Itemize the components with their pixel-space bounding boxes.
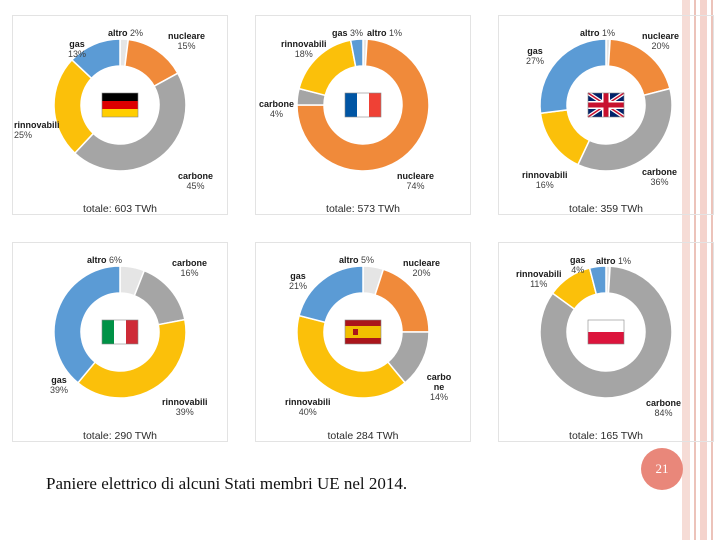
chart-frame: [255, 15, 471, 215]
label-rinnovabili: rinnovabili 11%: [516, 269, 562, 289]
label-carbone: carbone 45%: [178, 171, 214, 191]
page-number-badge: 21: [641, 448, 683, 490]
label-nucleare: nucleare 15%: [168, 31, 206, 51]
label-carbone: carbone 4%: [259, 99, 295, 119]
label-gas: gas 13%: [68, 39, 87, 59]
label-altro: altro 1%: [367, 28, 403, 38]
slide-caption: Paniere elettrico di alcuni Stati membri…: [46, 474, 408, 493]
italy-flag: [101, 319, 139, 345]
chart-uk: altro 1% nucleare 20% gas 27% carbone 36% r…: [498, 15, 714, 215]
label-carbone: carbone 84%: [646, 398, 682, 418]
donut-chart: [498, 15, 714, 215]
label-rinnovabili: rinnovabili 18%: [281, 39, 327, 59]
label-gas: gas 39%: [50, 375, 69, 395]
germany-flag: [101, 92, 139, 118]
uk-flag: [586, 91, 626, 119]
slice-rinnovabili: [296, 314, 407, 399]
slice-carbone: [539, 265, 673, 399]
chart-frame: [12, 15, 228, 215]
poland-flag: [587, 319, 625, 345]
chart-italy: altro 6% carbone 16% gas 39% rinnovabili 39…: [12, 242, 228, 442]
label-rinnovabili: rinnovabili 16%: [522, 170, 568, 190]
spain-flag: [344, 319, 382, 345]
slice-gas: [588, 265, 607, 296]
france-flag: [344, 92, 382, 118]
total-label: totale: 165 TWh: [569, 430, 643, 442]
total-label: totale: 359 TWh: [569, 203, 643, 215]
slide-border-decoration: [682, 0, 713, 540]
label-gas: gas 3%: [332, 28, 364, 38]
label-altro: altro 6%: [87, 255, 123, 265]
slice-gas: [349, 38, 364, 68]
label-altro: altro 1%: [580, 28, 616, 38]
label-nucleare: nucleare 20%: [642, 31, 680, 51]
chart-frame: [498, 242, 714, 442]
slice-gas: [298, 265, 364, 324]
total-label: totale 284 TWh: [327, 430, 399, 442]
label-gas: gas 27%: [526, 46, 545, 66]
slice-gas: [53, 265, 121, 384]
slice-carbone: [73, 72, 187, 172]
chart-frame: [12, 242, 228, 442]
donut-chart: [12, 15, 228, 215]
slice-gas: [70, 38, 121, 80]
label-nucleare: nucleare 74%: [397, 171, 435, 191]
label-carbone: carbone 36%: [642, 167, 678, 187]
label-carbone: carbo ne 14%: [426, 372, 452, 402]
chart-frame: [255, 242, 471, 442]
chart-germany: altro 2% nucleare 15% gas 13% rinnovabili 2…: [12, 15, 228, 215]
label-altro: altro 1%: [596, 256, 632, 266]
chart-spain: altro 5% nucleare 20% gas 21% carbo ne 14% …: [255, 242, 471, 442]
slice-nucleare: [296, 38, 430, 172]
label-rinnovabili: rinnovabili 40%: [285, 397, 331, 417]
donut-chart: [255, 15, 471, 215]
slice-carbone: [576, 87, 673, 172]
label-gas: gas 4%: [570, 255, 586, 275]
donut-chart: [498, 242, 714, 442]
donut-chart: [12, 242, 228, 442]
slice-rinnovabili: [76, 318, 187, 399]
total-label: totale: 573 TWh: [326, 203, 400, 215]
label-nucleare: nucleare 20%: [403, 258, 441, 278]
chart-poland: gas 4% altro 1% rinnovabili 11% carbone 84%…: [498, 242, 714, 442]
label-rinnovabili: rinnovabili 39%: [162, 397, 208, 417]
label-rinnovabili: rinnovabili 25%: [14, 120, 60, 140]
label-carbone: carbone 16%: [172, 258, 208, 278]
slice-gas: [539, 38, 607, 115]
total-label: totale: 290 TWh: [83, 430, 157, 442]
label-altro: altro 5%: [339, 255, 375, 265]
chart-france: gas 3% altro 1% rinnovabili 18% carbone 4%…: [255, 15, 471, 215]
donut-chart: [255, 242, 471, 442]
total-label: totale: 603 TWh: [83, 203, 157, 215]
label-gas: gas 21%: [289, 271, 308, 291]
label-altro: altro 2%: [108, 28, 144, 38]
chart-frame: [498, 15, 714, 215]
